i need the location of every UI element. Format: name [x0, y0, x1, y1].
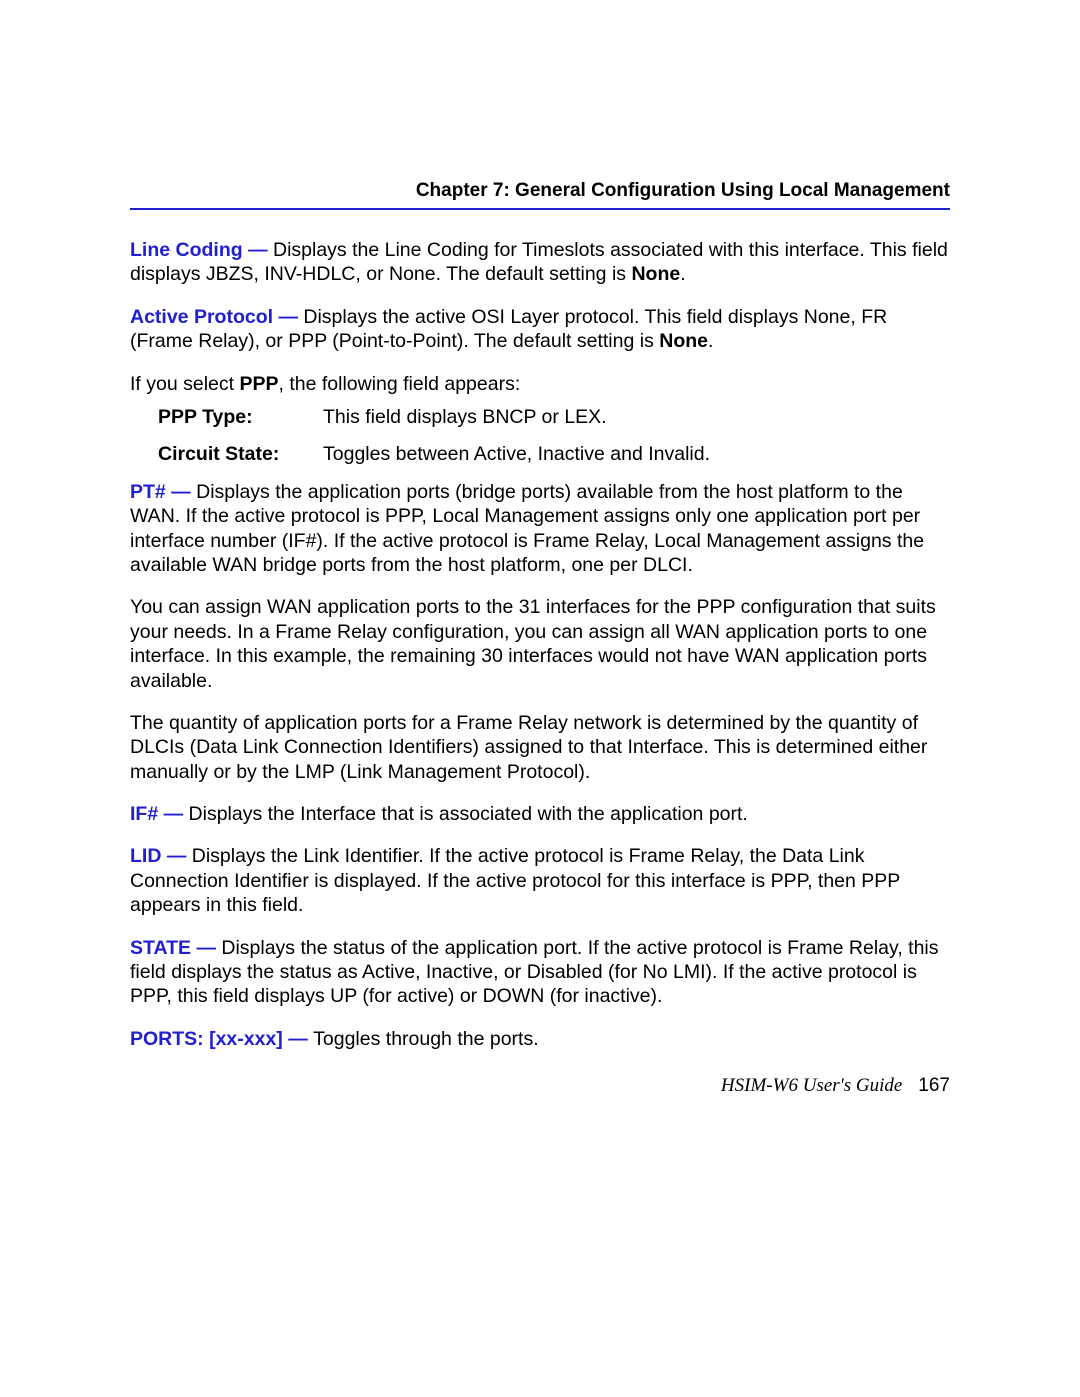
para-if-you-select: If you select PPP, the following ﬁeld ap…: [130, 372, 950, 396]
dash: —: [273, 306, 303, 328]
document-page: Chapter 7: General Configuration Using L…: [0, 0, 1080, 1397]
dash: —: [243, 239, 273, 261]
para-quantity: The quantity of application ports for a …: [130, 711, 950, 784]
def-text-ppp-type: This field displays BNCP or LEX.: [323, 406, 607, 429]
term-line-coding: Line Coding: [130, 239, 243, 261]
entry-pt: PT# — Displays the application ports (br…: [130, 480, 950, 578]
bold-none: None: [659, 330, 708, 352]
text: Displays the application ports (bridge p…: [130, 481, 924, 576]
page-footer: HSIM-W6 User's Guide 167: [721, 1075, 950, 1097]
text: Displays the status of the application p…: [130, 937, 939, 1008]
dash: —: [158, 803, 188, 825]
entry-lid: LID — Displays the Link Identiﬁer. If th…: [130, 844, 950, 917]
entry-line-coding: Line Coding — Displays the Line Coding f…: [130, 238, 950, 287]
entry-active-protocol: Active Protocol — Displays the active OS…: [130, 305, 950, 354]
text: If you select: [130, 373, 239, 395]
text: Displays the Interface that is associate…: [189, 803, 748, 825]
dash: —: [191, 937, 221, 959]
dash: —: [283, 1028, 313, 1050]
bold-none: None: [631, 263, 680, 285]
footer-title: HSIM-W6 User's Guide: [721, 1075, 902, 1096]
term-ports: PORTS: [xx-xxx]: [130, 1028, 283, 1050]
term-ifnum: IF#: [130, 803, 158, 825]
term-pt: PT#: [130, 481, 166, 503]
entry-state: STATE — Displays the status of the appli…: [130, 936, 950, 1009]
entry-ifnum: IF# — Displays the Interface that is ass…: [130, 802, 950, 826]
dash: —: [166, 481, 196, 503]
def-row-ppp-type: PPP Type: This field displays BNCP or LE…: [158, 406, 950, 429]
def-row-circuit-state: Circuit State: Toggles between Active, I…: [158, 443, 950, 466]
term-state: STATE: [130, 937, 191, 959]
def-text-circuit-state: Toggles between Active, Inactive and Inv…: [323, 443, 710, 466]
entry-ports: PORTS: [xx-xxx] — Toggles through the po…: [130, 1027, 950, 1051]
para-assign: You can assign WAN application ports to …: [130, 595, 950, 693]
footer-page-number: 167: [918, 1075, 950, 1096]
text: , the following ﬁeld appears:: [279, 373, 521, 395]
text: .: [708, 330, 713, 352]
chapter-header: Chapter 7: General Configuration Using L…: [130, 180, 950, 210]
text: Displays the Link Identiﬁer. If the acti…: [130, 845, 900, 916]
bold-ppp: PPP: [239, 373, 278, 395]
term-active-protocol: Active Protocol: [130, 306, 273, 328]
def-label-ppp-type: PPP Type:: [158, 406, 323, 429]
def-label-circuit-state: Circuit State:: [158, 443, 323, 466]
text: Toggles through the ports.: [313, 1028, 538, 1050]
dash: —: [161, 845, 191, 867]
definition-block: PPP Type: This field displays BNCP or LE…: [158, 406, 950, 466]
text: .: [680, 263, 685, 285]
term-lid: LID: [130, 845, 161, 867]
